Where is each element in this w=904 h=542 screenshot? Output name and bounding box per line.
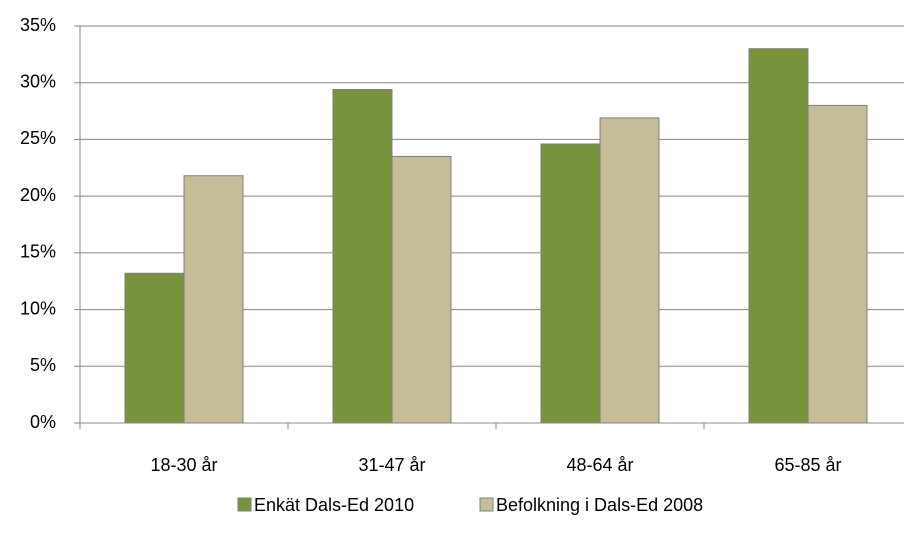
- y-tick-label: 0%: [30, 412, 56, 432]
- bar: [540, 143, 601, 424]
- x-tick-label: 65-85 år: [774, 455, 841, 475]
- x-tick-label: 48-64 år: [566, 455, 633, 475]
- legend-label: Befolkning i Dals-Ed 2008: [496, 495, 703, 515]
- bar: [391, 155, 452, 424]
- legend-label: Enkät Dals-Ed 2010: [254, 495, 414, 515]
- bar: [183, 175, 244, 424]
- bar: [124, 272, 185, 424]
- legend-swatch: [237, 497, 252, 512]
- bar: [807, 104, 868, 424]
- y-tick-label: 35%: [20, 15, 56, 35]
- y-tick-label: 5%: [30, 355, 56, 375]
- y-tick-label: 15%: [20, 242, 56, 262]
- bar: [748, 48, 809, 424]
- y-tick-label: 20%: [20, 185, 56, 205]
- bar: [599, 117, 660, 424]
- legend-swatch: [479, 497, 494, 512]
- bar: [332, 89, 393, 424]
- x-tick-label: 31-47 år: [358, 455, 425, 475]
- y-tick-label: 30%: [20, 71, 56, 91]
- y-tick-label: 25%: [20, 128, 56, 148]
- x-tick-label: 18-30 år: [150, 455, 217, 475]
- y-tick-label: 10%: [20, 298, 56, 318]
